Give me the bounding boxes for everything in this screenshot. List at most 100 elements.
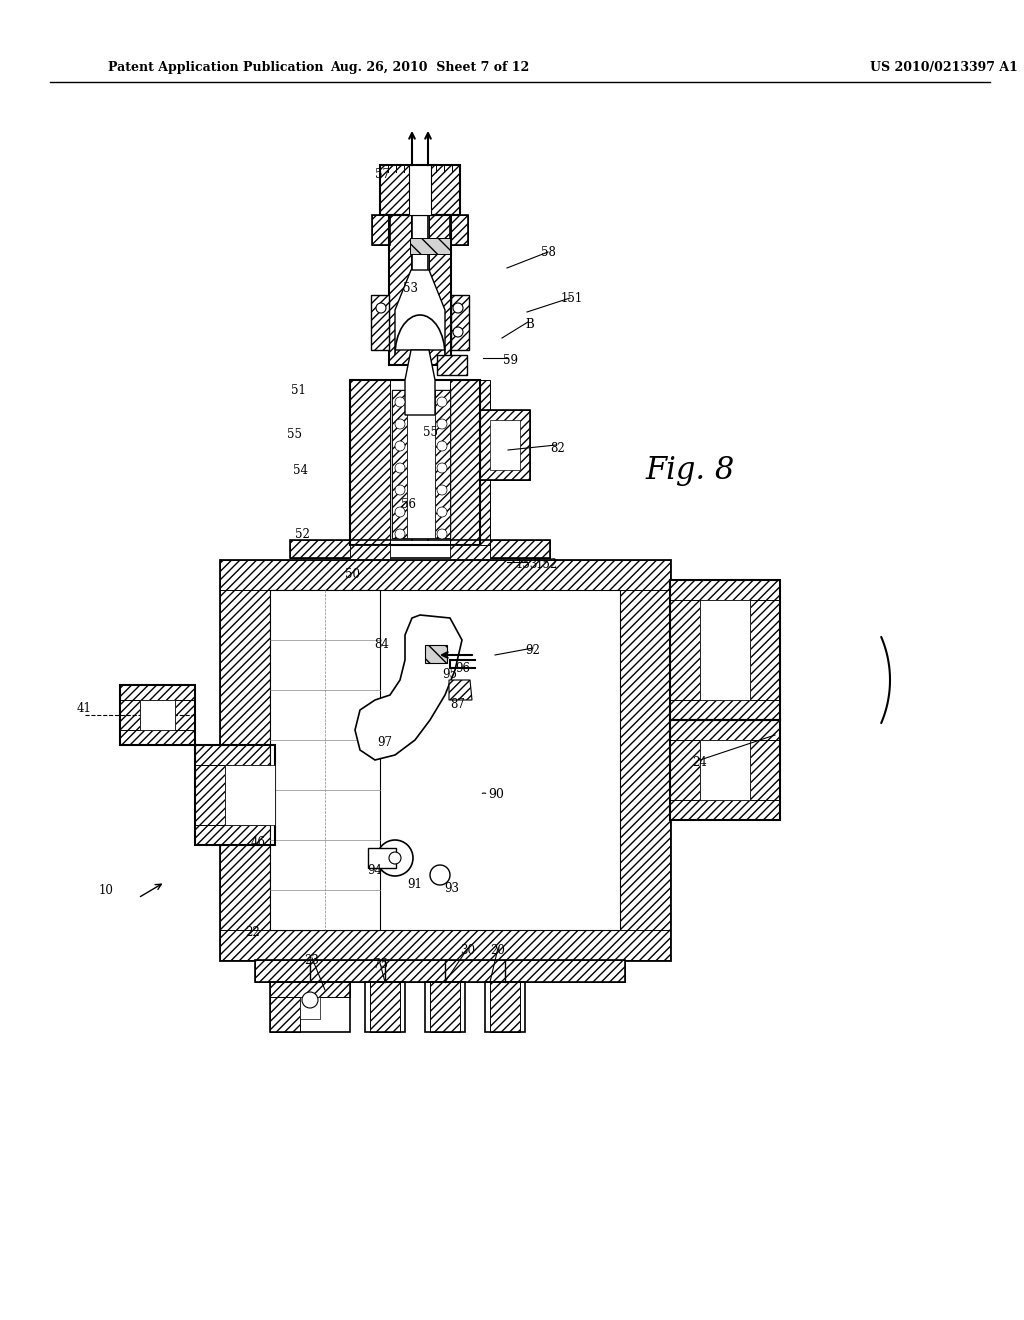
Bar xyxy=(490,420,520,470)
Text: 10: 10 xyxy=(98,884,114,898)
Bar xyxy=(670,579,780,601)
Circle shape xyxy=(437,397,447,407)
Bar xyxy=(270,590,620,931)
Bar xyxy=(410,238,450,253)
Bar xyxy=(450,380,490,545)
Text: 46: 46 xyxy=(251,837,265,850)
Text: 84: 84 xyxy=(375,639,389,652)
Bar xyxy=(120,730,195,744)
Polygon shape xyxy=(355,615,462,760)
Bar xyxy=(270,982,350,1032)
Bar xyxy=(220,931,670,960)
Bar xyxy=(750,741,780,820)
Bar xyxy=(425,982,465,1032)
Circle shape xyxy=(453,327,463,337)
Bar xyxy=(435,389,450,539)
Bar xyxy=(670,719,780,820)
Bar xyxy=(670,741,700,820)
Bar xyxy=(670,700,780,719)
Bar xyxy=(490,982,520,1032)
Bar xyxy=(490,540,550,558)
Circle shape xyxy=(376,304,386,313)
Text: 51: 51 xyxy=(291,384,305,396)
Bar xyxy=(120,685,195,744)
Text: 151: 151 xyxy=(561,292,583,305)
Circle shape xyxy=(389,851,401,865)
Circle shape xyxy=(302,993,318,1008)
Bar xyxy=(451,294,469,350)
Text: 153: 153 xyxy=(516,558,539,572)
Text: 55: 55 xyxy=(423,425,437,438)
Circle shape xyxy=(395,484,406,495)
Text: 75: 75 xyxy=(373,958,387,972)
Bar xyxy=(270,590,380,931)
Text: 55: 55 xyxy=(288,429,302,441)
Text: 41: 41 xyxy=(77,701,91,714)
Bar xyxy=(450,215,468,246)
Bar xyxy=(620,560,670,960)
Bar xyxy=(407,389,435,539)
Bar xyxy=(300,997,319,1019)
Circle shape xyxy=(395,397,406,407)
Bar xyxy=(290,540,550,558)
Bar xyxy=(220,560,670,590)
Circle shape xyxy=(437,484,447,495)
Circle shape xyxy=(395,463,406,473)
Polygon shape xyxy=(449,680,472,700)
Circle shape xyxy=(395,418,406,429)
Bar xyxy=(450,545,490,558)
Bar xyxy=(175,685,195,744)
Text: 30: 30 xyxy=(461,945,475,957)
Polygon shape xyxy=(395,271,445,350)
Bar xyxy=(290,540,350,558)
Circle shape xyxy=(437,418,447,429)
Circle shape xyxy=(437,507,447,517)
Text: US 2010/0213397 A1: US 2010/0213397 A1 xyxy=(870,62,1018,74)
Text: 24: 24 xyxy=(692,755,708,768)
Bar xyxy=(255,960,625,982)
Bar xyxy=(140,700,175,730)
Text: 94: 94 xyxy=(368,865,383,878)
Text: 87: 87 xyxy=(451,698,466,711)
Bar xyxy=(195,744,225,845)
Text: 57: 57 xyxy=(376,169,390,181)
Bar xyxy=(450,215,468,246)
Text: 82: 82 xyxy=(551,441,565,454)
Circle shape xyxy=(395,529,406,539)
Polygon shape xyxy=(406,350,435,414)
Bar xyxy=(670,579,700,719)
Bar xyxy=(372,215,390,246)
Bar xyxy=(485,982,525,1032)
Text: 22: 22 xyxy=(246,927,260,940)
Circle shape xyxy=(395,507,406,517)
Bar xyxy=(670,579,780,719)
Bar xyxy=(389,215,451,366)
Text: 59: 59 xyxy=(503,354,517,367)
Text: 95: 95 xyxy=(442,668,458,681)
Text: 56: 56 xyxy=(400,499,416,511)
Text: B: B xyxy=(525,318,535,331)
Bar xyxy=(480,411,530,480)
Text: 91: 91 xyxy=(408,879,423,891)
Bar xyxy=(429,215,451,366)
Bar xyxy=(270,982,350,997)
Bar xyxy=(451,294,469,350)
Bar xyxy=(350,545,390,558)
Bar xyxy=(350,380,390,545)
Text: 23: 23 xyxy=(304,953,319,966)
Text: Aug. 26, 2010  Sheet 7 of 12: Aug. 26, 2010 Sheet 7 of 12 xyxy=(331,62,529,74)
Bar xyxy=(425,645,447,663)
Bar xyxy=(368,847,396,869)
Bar xyxy=(437,355,467,375)
Text: 97: 97 xyxy=(378,735,392,748)
Bar xyxy=(700,741,750,800)
Bar xyxy=(670,719,780,741)
Bar xyxy=(195,744,275,766)
Bar xyxy=(430,982,460,1032)
Bar xyxy=(370,982,400,1032)
Text: 20: 20 xyxy=(490,945,506,957)
Circle shape xyxy=(437,463,447,473)
Bar xyxy=(371,294,389,350)
Bar xyxy=(380,165,460,215)
Bar xyxy=(195,825,275,845)
